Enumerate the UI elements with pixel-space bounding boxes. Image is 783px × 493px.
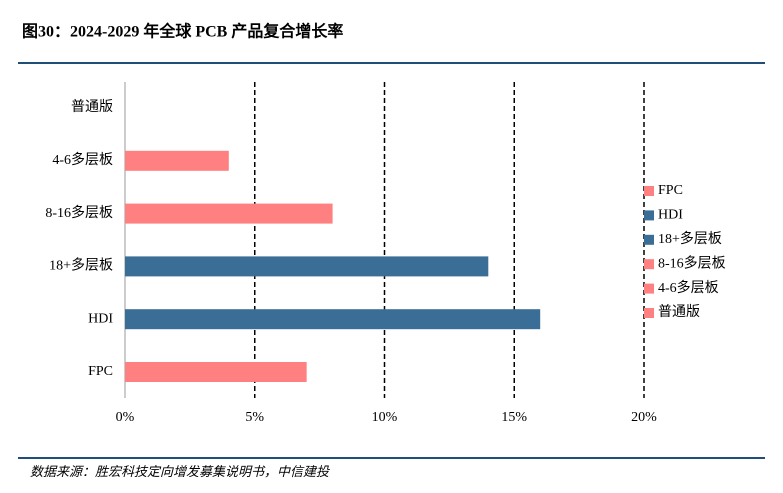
y-tick-label: 4-6多层板 bbox=[52, 151, 113, 168]
chart-title: 图30：2024-2029 年全球 PCB 产品复合增长率 bbox=[22, 22, 343, 41]
legend-swatch bbox=[644, 283, 654, 294]
bar bbox=[125, 309, 541, 330]
legend-swatch bbox=[644, 210, 654, 221]
legend-label: 4-6多层板 bbox=[658, 279, 719, 296]
bar bbox=[125, 150, 229, 171]
x-tick-label: 20% bbox=[631, 410, 657, 425]
legend-swatch bbox=[644, 308, 654, 318]
source-note: 数据来源：胜宏科技定向增发募集说明书，中信建投 bbox=[30, 464, 330, 479]
y-tick-label: HDI bbox=[88, 311, 113, 326]
y-tick-label: 8-16多层板 bbox=[45, 204, 113, 221]
x-tick-label: 0% bbox=[116, 410, 135, 425]
legend-label: 普通版 bbox=[658, 304, 700, 320]
legend-label: FPC bbox=[658, 183, 683, 198]
y-tick-label: 18+多层板 bbox=[49, 257, 113, 274]
x-tick-label: 10% bbox=[372, 410, 398, 425]
y-tick-label: 普通版 bbox=[71, 99, 113, 115]
bar bbox=[125, 203, 333, 224]
legend-label: HDI bbox=[658, 208, 683, 223]
legend-swatch bbox=[644, 234, 654, 245]
bar bbox=[125, 256, 489, 277]
legend-label: 18+多层板 bbox=[658, 230, 722, 247]
y-tick-label: FPC bbox=[88, 364, 113, 379]
legend-swatch bbox=[644, 259, 654, 270]
x-tick-label: 5% bbox=[245, 410, 264, 425]
legend-label: 8-16多层板 bbox=[658, 254, 726, 271]
legend-swatch bbox=[644, 186, 654, 196]
x-tick-label: 15% bbox=[501, 410, 527, 425]
bar bbox=[125, 362, 307, 382]
